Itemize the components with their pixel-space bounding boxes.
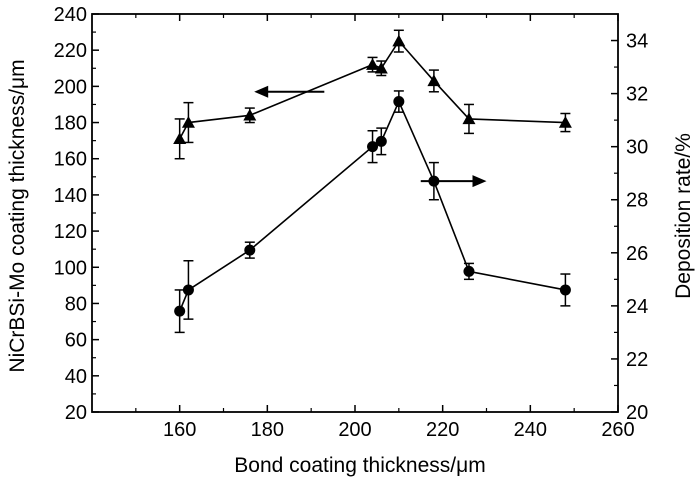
- triangle-marker: [366, 58, 380, 70]
- x-tick-label: 260: [601, 419, 634, 441]
- y-axis-left-title: NiCrBSi-Mo coating thickness/μm: [6, 59, 29, 372]
- series-line: [178, 39, 566, 140]
- series-coating-thickness: [173, 29, 572, 160]
- y-right-tick-label: 28: [626, 190, 648, 212]
- x-tick-label: 220: [426, 419, 459, 441]
- y-right-tick-label: 30: [626, 137, 648, 159]
- y-left-tick-label: 40: [65, 366, 87, 388]
- y-axis-right-title: Deposition rate/%: [672, 133, 695, 299]
- circle-marker: [367, 141, 379, 153]
- y-right-tick-label: 20: [626, 402, 648, 424]
- y-right-tick-label: 22: [626, 349, 648, 371]
- ticks: 160 180 200 220 240 2602040608010012014016018…: [54, 4, 649, 441]
- triangle-marker: [462, 112, 476, 125]
- y-right-tick-label: 34: [626, 31, 648, 53]
- y-right-tick-label: 32: [626, 84, 648, 106]
- triangle-marker: [374, 61, 388, 74]
- y-left-tick-label: 200: [54, 76, 87, 98]
- triangle-marker: [392, 34, 406, 47]
- circle-marker: [182, 284, 194, 296]
- series-deposition-rate: [174, 90, 571, 334]
- triangle-marker: [427, 74, 441, 87]
- y-right-tick-label: 26: [626, 243, 648, 265]
- triangle-marker: [173, 132, 187, 145]
- x-tick-label: 160: [163, 419, 196, 441]
- y-left-tick-label: 140: [54, 185, 87, 207]
- y-left-tick-label: 220: [54, 40, 87, 62]
- x-tick-label: 180: [251, 419, 284, 441]
- y-left-tick-label: 240: [54, 4, 87, 26]
- y-left-tick-label: 80: [65, 293, 87, 315]
- triangle-marker: [558, 116, 572, 128]
- circle-marker: [559, 284, 571, 296]
- arrow-head: [254, 85, 269, 98]
- circle-marker: [393, 96, 405, 108]
- arrow-head: [472, 175, 487, 188]
- circle-marker: [375, 135, 387, 147]
- triangle-marker: [243, 108, 257, 121]
- x-axis-title: Bond coating thickness/μm: [234, 454, 485, 477]
- y-left-tick-label: 60: [65, 330, 87, 352]
- y-left-tick-label: 20: [65, 402, 87, 424]
- plot-frame: [91, 13, 619, 413]
- left-axis-arrow: [254, 85, 325, 98]
- y-left-tick-label: 120: [54, 221, 87, 243]
- y-left-tick-label: 180: [54, 113, 87, 135]
- circle-marker: [244, 244, 256, 256]
- x-tick-label: 240: [514, 419, 547, 441]
- triangle-marker: [181, 116, 195, 128]
- series: [173, 29, 572, 334]
- y-left-tick-label: 160: [54, 149, 87, 171]
- y-left-tick-label: 100: [54, 257, 87, 279]
- y-right-tick-label: 24: [626, 296, 648, 318]
- circle-marker: [174, 305, 186, 317]
- direction-arrows: [254, 85, 487, 188]
- x-tick-label: 200: [338, 419, 371, 441]
- axes: [91, 13, 619, 413]
- circle-marker: [463, 265, 475, 277]
- circle-marker: [428, 175, 440, 187]
